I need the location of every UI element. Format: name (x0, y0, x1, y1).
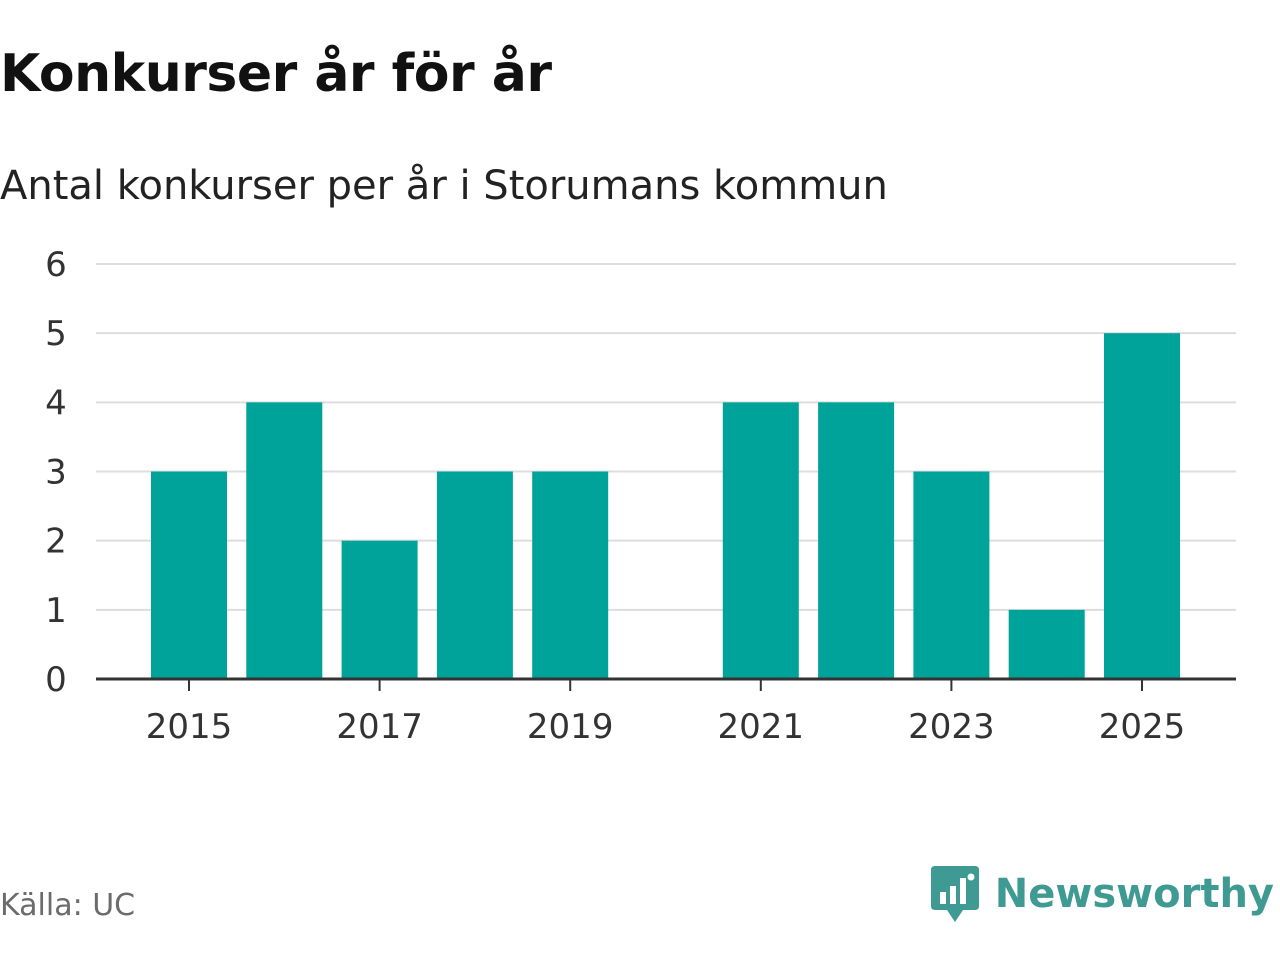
y-axis-tick-labels: 0 1 2 3 4 5 6 (45, 245, 67, 700)
chart-subtitle: Antal konkurser per år i Storumans kommu… (0, 163, 888, 209)
y-tick-label: 3 (45, 453, 67, 493)
bar-2021 (722, 402, 799, 679)
bar-2016 (246, 402, 323, 679)
bar-2019 (532, 471, 609, 679)
newsworthy-logo-icon (930, 866, 979, 922)
x-tick-label: 2019 (527, 707, 614, 747)
x-tick-label: 2021 (718, 707, 805, 747)
bar-2023 (913, 471, 990, 679)
y-tick-label: 0 (45, 660, 67, 700)
source-note: Källa: UC (0, 888, 136, 923)
bar-2015 (151, 471, 227, 679)
y-tick-label: 1 (45, 591, 67, 631)
bar-2024 (1008, 609, 1085, 679)
y-tick-label: 4 (45, 383, 67, 423)
bar-2018 (436, 471, 513, 679)
x-tick-label: 2023 (908, 707, 995, 747)
bar-2022 (818, 402, 895, 679)
y-tick-label: 5 (45, 314, 67, 354)
bar-2025 (1104, 333, 1180, 679)
x-axis-ticks: 2015 2017 2019 2021 2023 2025 (146, 679, 1186, 747)
x-tick-label: 2017 (336, 707, 423, 747)
y-tick-label: 2 (45, 522, 67, 562)
brand-logo: Newsworthy (929, 864, 1274, 924)
bars (151, 333, 1180, 679)
x-tick-label: 2025 (1099, 707, 1186, 747)
chart-title: Konkurser år för år (0, 44, 552, 104)
brand-name: Newsworthy (994, 871, 1274, 917)
x-tick-label: 2015 (146, 707, 233, 747)
y-tick-label: 6 (45, 245, 67, 285)
bar-2017 (341, 540, 418, 679)
